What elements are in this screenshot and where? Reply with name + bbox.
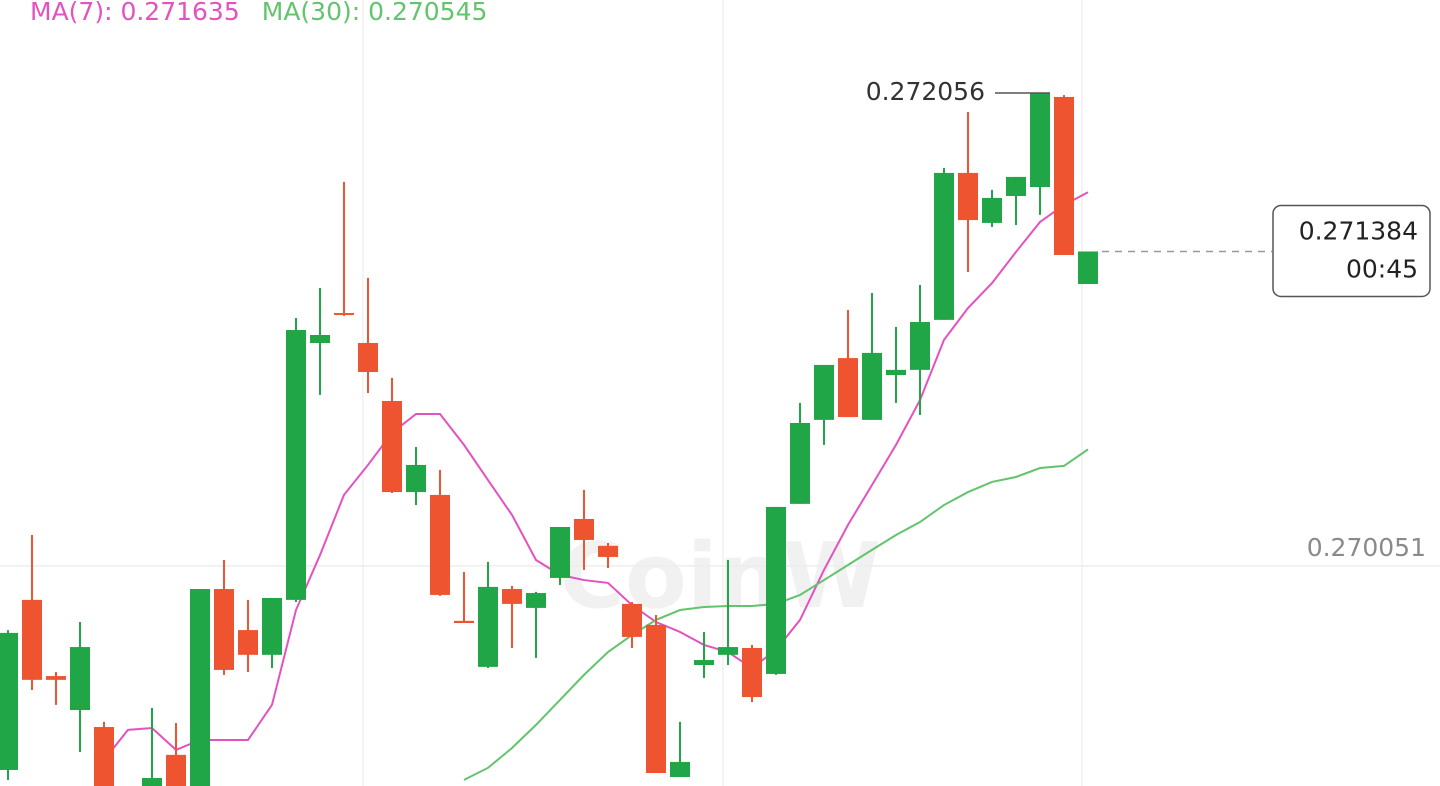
ma-line xyxy=(103,191,1089,761)
candle-body xyxy=(142,777,162,786)
current-price-box xyxy=(1272,204,1431,298)
candle-body xyxy=(790,422,810,504)
candle-body xyxy=(910,321,930,370)
candle-body xyxy=(838,358,858,418)
candle-body xyxy=(262,597,282,655)
candle-body xyxy=(430,494,450,595)
candle-body xyxy=(502,589,522,604)
candle-body xyxy=(934,172,954,320)
candle-body xyxy=(334,313,354,316)
candle-body xyxy=(1006,176,1026,197)
candle-body xyxy=(982,197,1002,223)
countdown-label: 00:45 xyxy=(1346,254,1418,283)
candle-body xyxy=(622,603,642,637)
candle-body xyxy=(70,647,90,711)
candle-body xyxy=(454,620,474,623)
candle-body xyxy=(310,334,330,343)
candle-body xyxy=(862,352,882,420)
candle-body xyxy=(526,593,546,608)
candle-body xyxy=(694,660,714,665)
candle-body xyxy=(1054,96,1074,256)
candle-body xyxy=(382,401,402,493)
candle-body xyxy=(1078,251,1098,285)
candle-body xyxy=(550,526,570,578)
candle-body xyxy=(358,342,378,373)
legend-entry: MA(7): 0.271635 xyxy=(30,0,240,26)
candle-body xyxy=(46,676,66,680)
candle-body xyxy=(238,630,258,655)
candle-body xyxy=(406,464,426,493)
candle-body xyxy=(0,632,18,770)
legend-entry: MA(30): 0.270545 xyxy=(262,0,488,26)
candle-body xyxy=(214,589,234,670)
candle-body xyxy=(718,647,738,655)
candle-body xyxy=(286,330,306,600)
max-marker-label: 0.272056 xyxy=(866,77,985,106)
plot-area xyxy=(0,92,1440,786)
candle-body xyxy=(646,624,666,774)
candle-body xyxy=(190,589,210,786)
candle-body xyxy=(574,518,594,540)
current-price-label: 0.271384 xyxy=(1299,216,1418,245)
candle-body xyxy=(886,369,906,376)
candle-body xyxy=(766,506,786,674)
candle-body xyxy=(166,754,186,786)
candle-body xyxy=(742,648,762,698)
candle-body xyxy=(94,727,114,786)
candle-body xyxy=(814,364,834,420)
candle-body xyxy=(22,599,42,680)
candle-body xyxy=(958,172,978,221)
y-tick-label: 0.270051 xyxy=(1307,533,1426,562)
candle-body xyxy=(598,545,618,557)
candle-body xyxy=(670,761,690,778)
watermark: CoinW xyxy=(559,524,881,629)
candle-body xyxy=(478,586,498,667)
candle-body xyxy=(1030,92,1050,188)
